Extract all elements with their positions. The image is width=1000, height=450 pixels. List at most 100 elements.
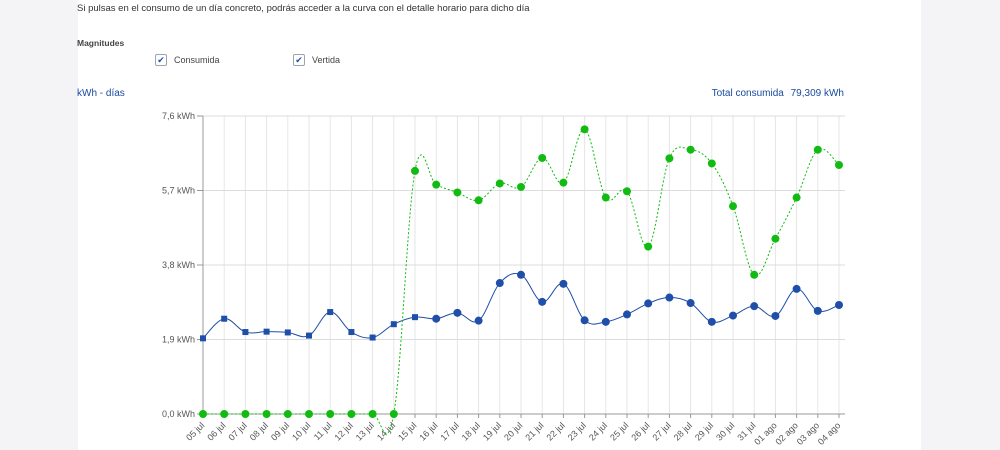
- series-layer: [199, 125, 843, 434]
- consumida-point: [432, 314, 441, 323]
- consumida-point: [348, 329, 355, 336]
- y-axis-ticks: 0,0 kWh 1,9 kWh 3,8 kWh 5,7 kWh 7,6 kWh: [162, 111, 195, 419]
- vertida-point: [517, 182, 525, 191]
- vertida-point: [241, 410, 250, 418]
- total-label: Total consumida: [711, 88, 784, 99]
- x-tick-label: 27 jul: [651, 420, 673, 442]
- y-tick-label: 0,0 kWh: [162, 409, 195, 419]
- consumida-point: [601, 317, 610, 326]
- x-tick-label: 08 jul: [248, 420, 270, 442]
- total-consumida: Total consumida 79,309 kWh: [712, 88, 844, 99]
- consumida-point: [686, 299, 695, 308]
- x-tick-label: 18 jul: [460, 420, 482, 442]
- consumida-point: [813, 306, 822, 315]
- consumida-point: [517, 270, 525, 279]
- consumida-point: [644, 299, 653, 308]
- consumida-point: [495, 279, 504, 288]
- x-tick-label: 19 jul: [481, 420, 503, 442]
- vertida-point: [474, 196, 483, 205]
- x-tick-label: 09 jul: [269, 420, 291, 442]
- vertida-point: [283, 410, 292, 418]
- vertida-point: [220, 410, 229, 418]
- consumida-point: [263, 328, 270, 335]
- x-tick-label: 06 jul: [205, 420, 227, 442]
- vertida-checkbox[interactable]: ✔ Vertida: [293, 53, 340, 67]
- vertida-point: [750, 270, 759, 279]
- consumida-point: [453, 308, 462, 317]
- grid-lines: [197, 115, 845, 415]
- consumida-point: [221, 315, 228, 322]
- consumida-checkbox[interactable]: ✔ Consumida: [155, 53, 220, 67]
- units-label: kWh - días: [77, 88, 125, 99]
- check-icon[interactable]: ✔: [155, 54, 167, 66]
- vertida-point: [495, 179, 504, 188]
- x-tick-label: 15 jul: [396, 420, 418, 442]
- vertida-point: [453, 188, 462, 197]
- x-tick-label: 28 jul: [672, 420, 694, 442]
- consumida-point: [792, 284, 801, 293]
- vertida-point: [835, 161, 843, 170]
- consumida-point: [390, 321, 397, 328]
- consumida-point: [369, 334, 376, 341]
- x-tick-label: 05 jul: [184, 420, 206, 442]
- consumida-point: [729, 311, 737, 320]
- x-tick-label: 17 jul: [439, 420, 461, 442]
- vertida-point: [792, 193, 801, 202]
- vertida-point: [432, 180, 441, 189]
- vertida-point: [580, 125, 589, 134]
- x-tick-label: 03 ago: [795, 420, 822, 447]
- consumida-point: [580, 316, 589, 325]
- x-tick-label: 02 ago: [773, 420, 800, 447]
- vertida-point: [262, 410, 271, 418]
- vertida-checkbox-label: Vertida: [312, 55, 341, 65]
- vertida-point: [368, 410, 377, 418]
- vertida-point: [411, 166, 419, 175]
- y-tick-label: 7,6 kWh: [162, 111, 195, 121]
- vertida-point: [665, 154, 674, 163]
- x-tick-label: 04 ago: [816, 420, 843, 447]
- x-tick-label: 13 jul: [354, 420, 376, 442]
- x-tick-label: 24 jul: [587, 420, 609, 442]
- vertida-point: [686, 145, 695, 154]
- x-tick-label: 16 jul: [417, 420, 439, 442]
- vertida-point: [707, 159, 716, 168]
- consumida-point: [284, 329, 291, 336]
- x-tick-label: 25 jul: [608, 420, 630, 442]
- consumida-point: [200, 335, 206, 342]
- x-tick-label: 07 jul: [227, 420, 249, 442]
- x-tick-label: 10 jul: [290, 420, 312, 442]
- vertida-point: [347, 410, 356, 418]
- x-tick-label: 12 jul: [333, 420, 355, 442]
- x-tick-label: 11 jul: [312, 420, 334, 442]
- check-icon[interactable]: ✔: [293, 54, 305, 66]
- vertida-point: [199, 410, 207, 418]
- consumida-point: [835, 300, 843, 309]
- x-tick-label: 14 jul: [375, 420, 397, 442]
- intro-text: Si pulsas en el consumo de un día concre…: [77, 3, 530, 14]
- consumida-point: [623, 310, 631, 319]
- vertida-point: [389, 410, 398, 418]
- x-tick-label: 20 jul: [502, 420, 524, 442]
- consumida-point: [750, 302, 759, 311]
- consumida-point: [306, 332, 312, 339]
- vertida-point: [559, 178, 568, 187]
- y-tick-label: 1,9 kWh: [162, 335, 195, 345]
- vertida-point: [538, 153, 547, 162]
- vertida-point: [813, 145, 822, 154]
- x-tick-label: 30 jul: [714, 420, 736, 442]
- consumida-point: [474, 316, 483, 325]
- x-tick-label: 26 jul: [629, 420, 651, 442]
- x-tick-label: 01 ago: [752, 420, 779, 447]
- vertida-point: [729, 202, 737, 211]
- consumida-point: [665, 293, 674, 302]
- vertida-point: [601, 193, 610, 202]
- vertida-point: [771, 234, 780, 243]
- consumida-point: [559, 279, 568, 288]
- vertida-point: [305, 410, 313, 418]
- vertida-point: [623, 187, 631, 196]
- magnitudes-title: Magnitudes: [77, 38, 125, 48]
- consumida-point: [707, 317, 716, 326]
- x-tick-label: 22 jul: [545, 420, 567, 442]
